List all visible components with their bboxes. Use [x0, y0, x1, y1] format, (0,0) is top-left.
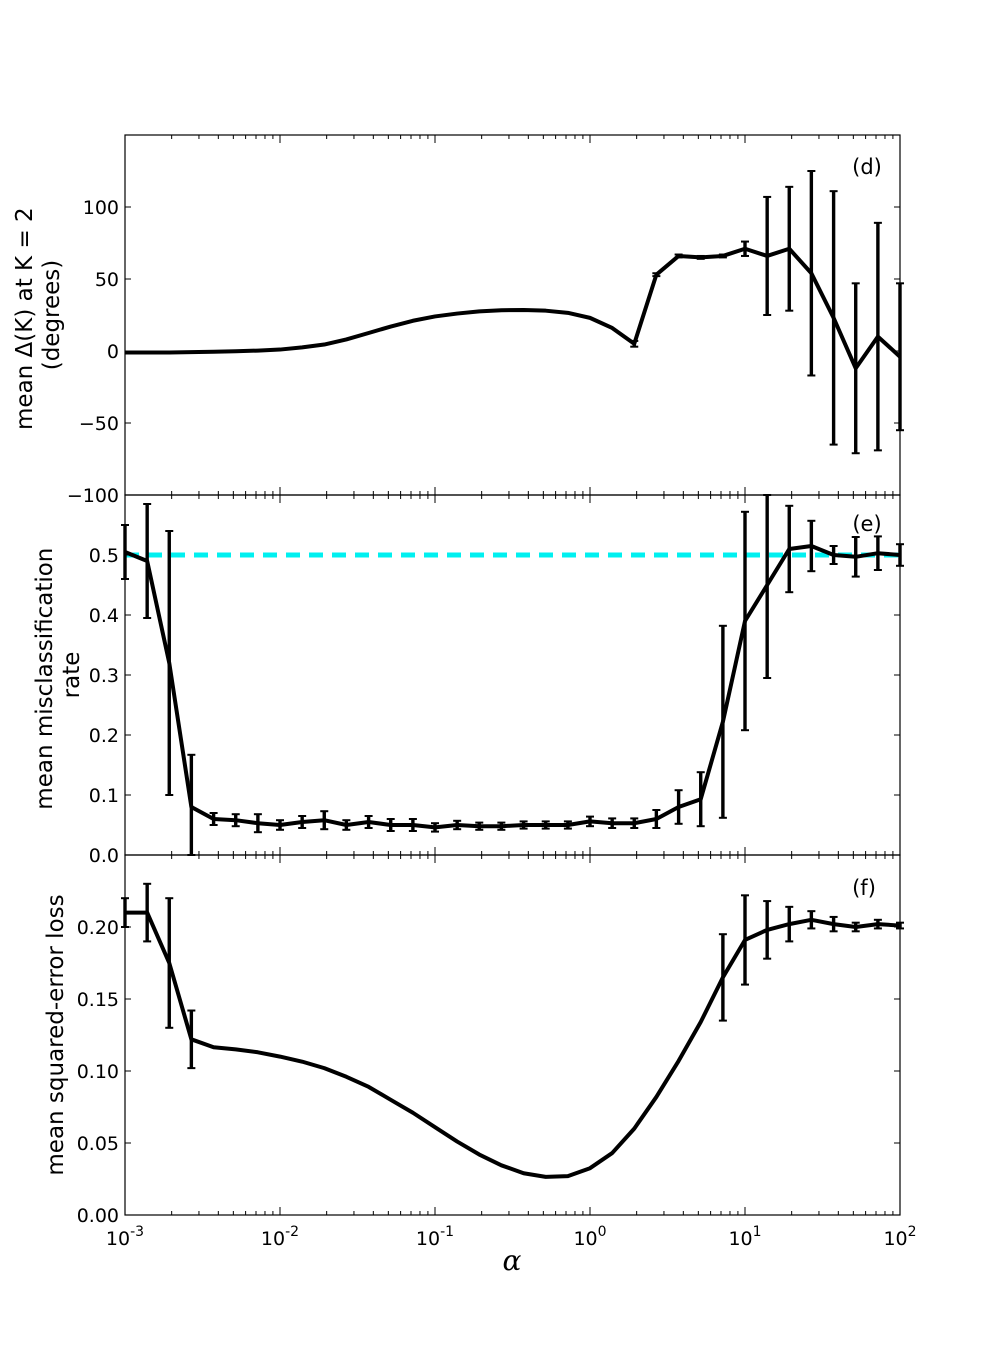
x-tick-label: 101	[728, 1224, 761, 1250]
panel-f-ytick-label: 0.15	[77, 989, 119, 1011]
panel-d-ytick-label: −100	[67, 485, 119, 507]
x-tick-label: 10-2	[261, 1224, 299, 1250]
panel-e-ytick-label: 0.4	[89, 605, 119, 627]
x-tick-label-exponent: -1	[440, 1224, 454, 1240]
panel-e-ytick-label: 0.5	[89, 545, 119, 567]
panel-f-frame	[124, 854, 901, 1216]
panel-d-ylabel-line2: (degrees)	[39, 260, 65, 371]
x-tick-label: 10-3	[106, 1224, 144, 1250]
panel-d: −100 −50 0 50 100 (d) mean Δ(K) at K = 2 (de…	[12, 134, 904, 507]
panel-d-series-line	[125, 246, 902, 371]
x-tick-label-exponent: 1	[753, 1224, 762, 1240]
panel-e-ytick-label: 0.0	[89, 845, 119, 867]
x-tick-label-base: 10	[106, 1228, 130, 1250]
x-tick-label-exponent: 0	[598, 1224, 607, 1240]
panel-e-ytick-label: 0.3	[89, 665, 119, 687]
panel-e-ylabel-line1: mean misclassification	[32, 548, 58, 810]
panel-d-ylabel-line1: mean Δ(K) at K = 2	[12, 207, 38, 430]
panel-f-ytick-label: 0.00	[77, 1205, 119, 1227]
panel-e-ytick-label: 0.2	[89, 725, 119, 747]
panel-d-ytick-label: −50	[79, 413, 119, 435]
panel-d-ytick-label: 0	[107, 341, 119, 363]
panel-f-xticks	[124, 855, 901, 1215]
x-tick-label-base: 10	[883, 1228, 907, 1250]
panel-e-series-line	[124, 544, 901, 830]
panel-f-ylabel: mean squared-error loss	[43, 894, 69, 1175]
panel-f-ytick-label: 0.10	[77, 1061, 119, 1083]
x-tick-label-exponent: -3	[130, 1224, 144, 1240]
panel-d-tag: (d)	[852, 155, 882, 179]
panel-f-ylabel-line1: mean squared-error loss	[43, 894, 69, 1175]
panel-e: 0.0 0.1 0.2 0.3 0.4 0.5 (e) mean misclassific…	[32, 494, 904, 867]
panel-f-tag: (f)	[852, 876, 876, 900]
panel-e-ylabel-line2: rate	[59, 652, 85, 699]
x-axis-label: α	[503, 1244, 522, 1277]
panel-d-ylabel: mean Δ(K) at K = 2 (degrees)	[12, 200, 65, 430]
panel-d-ytick-label: 100	[83, 197, 119, 219]
x-tick-label: 102	[883, 1224, 916, 1250]
panel-d-ytick-label: 50	[95, 269, 119, 291]
panel-e-ytick-label: 0.1	[89, 785, 119, 807]
panel-f: 0.00 0.05 0.10 0.15 0.20 (f) mean squared-er…	[43, 854, 904, 1227]
panel-e-ylabel: mean misclassification rate	[32, 540, 85, 809]
x-tick-label: 10-1	[416, 1224, 454, 1250]
panel-d-yticks: −100 −50 0 50 100	[67, 197, 900, 507]
x-tick-label: 100	[573, 1224, 606, 1250]
panel-f-errorbars	[121, 882, 904, 1070]
panel-f-yticks: 0.00 0.05 0.10 0.15 0.20	[77, 917, 900, 1227]
x-tick-labels: 10-3 10-2 10-1 100 101 102	[106, 1224, 917, 1250]
x-tick-label-base: 10	[261, 1228, 285, 1250]
panel-d-xticks	[124, 135, 901, 495]
x-tick-label-base: 10	[416, 1228, 440, 1250]
panel-e-xticks	[124, 495, 901, 855]
panel-f-ytick-label: 0.20	[77, 917, 119, 939]
x-tick-label-base: 10	[573, 1228, 597, 1250]
x-tick-label-exponent: -2	[285, 1224, 299, 1240]
panel-f-series-line	[125, 910, 901, 1179]
x-tick-label-base: 10	[728, 1228, 752, 1250]
panel-e-tag: (e)	[852, 512, 881, 536]
x-tick-label-exponent: 2	[908, 1224, 917, 1240]
panel-e-yticks: 0.0 0.1 0.2 0.3 0.4 0.5	[89, 545, 900, 867]
panel-f-ytick-label: 0.05	[77, 1133, 119, 1155]
